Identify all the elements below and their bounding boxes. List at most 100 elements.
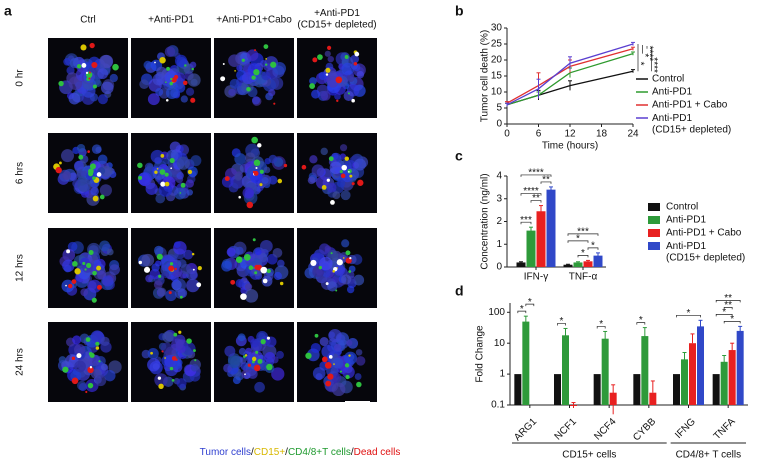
tumor-cell: [77, 178, 91, 192]
bar: [673, 374, 680, 405]
cell-spot: [92, 195, 99, 202]
row-label: 0 hr: [15, 69, 26, 87]
tumor-cell: [327, 55, 334, 63]
tumor-cell: [235, 279, 245, 288]
tumor-cell: [245, 347, 252, 355]
tumor-cell: [340, 274, 352, 285]
cell-spot: [252, 170, 256, 174]
tumor-cell: [150, 149, 165, 164]
cell-spot: [332, 269, 336, 273]
tumor-cell: [186, 189, 194, 196]
cell-spot: [96, 265, 102, 271]
y-tick-label: 0.1: [491, 400, 505, 411]
x-tick-label: IFNG: [673, 416, 698, 441]
cell-spot: [89, 366, 93, 369]
tumor-cell: [171, 279, 182, 291]
sig-label: *: [528, 297, 532, 308]
cell-spot: [348, 270, 352, 273]
bar: [514, 374, 522, 405]
x-tick-label: NCF1: [553, 416, 580, 443]
cell-spot: [82, 261, 86, 266]
micrograph: [48, 228, 128, 308]
cell-spot: [71, 356, 76, 361]
tumor-cell: [165, 86, 179, 100]
cell-spot: [349, 174, 353, 178]
cell-spot: [173, 74, 179, 80]
tumor-cell: [343, 351, 358, 365]
bar: [536, 211, 546, 267]
cell-spot: [138, 175, 143, 180]
cell-spot: [169, 158, 175, 164]
cell-spot: [88, 77, 91, 80]
tumor-cell: [99, 240, 111, 252]
tumor-cell: [320, 147, 328, 156]
cell-spot: [179, 295, 183, 299]
cell-spot: [196, 282, 202, 288]
tumor-cell: [340, 190, 351, 201]
tumor-cell: [242, 187, 254, 199]
cell-spot: [301, 164, 307, 170]
cell-spot: [333, 363, 335, 365]
tumor-cell: [263, 166, 271, 174]
tumor-cell: [232, 376, 241, 385]
tumor-cell: [151, 263, 160, 272]
x-tick-label: NCF4: [592, 416, 619, 443]
cell-spot: [156, 167, 159, 170]
legend-label: Anti-PD1 + Cabo: [666, 228, 742, 239]
tumor-cell: [309, 77, 317, 85]
cell-spot: [234, 70, 236, 72]
cell-spot: [112, 63, 119, 71]
tumor-cell: [155, 88, 164, 97]
panel-label: d: [455, 283, 464, 299]
tumor-cell: [250, 338, 260, 348]
legend-entry: Tumor cells: [200, 447, 251, 458]
micrograph: [131, 228, 211, 308]
cell-spot: [222, 63, 225, 65]
y-tick-label: 0: [496, 119, 502, 130]
cell-spot: [321, 185, 327, 190]
sig-label: *: [634, 62, 645, 66]
tumor-cell: [326, 182, 337, 193]
bar: [736, 330, 744, 405]
cell-spot: [65, 284, 67, 287]
sig-bracket: [517, 310, 527, 314]
column-header: +Anti-PD1: [148, 15, 194, 26]
tumor-cell: [260, 239, 273, 253]
sig-bracket: [596, 326, 606, 329]
cell-spot: [277, 178, 283, 184]
x-tick-label: 12: [564, 129, 576, 140]
tumor-cell: [327, 281, 338, 292]
tumor-cell: [343, 90, 354, 102]
cell-spot: [168, 291, 172, 295]
cell-spot: [339, 170, 343, 174]
cell-spot: [194, 359, 197, 362]
cell-spot: [244, 373, 246, 376]
tumor-cell: [273, 271, 282, 281]
cell-spot: [58, 161, 62, 165]
micrograph: [131, 38, 211, 118]
cell-spot: [88, 71, 91, 74]
cell-spot: [90, 171, 92, 174]
cell-spot: [86, 262, 92, 269]
tumor-cell: [182, 342, 196, 356]
cell-spot: [246, 86, 251, 92]
legend-swatch: [648, 216, 660, 224]
cell-spot: [251, 136, 258, 144]
tumor-cell: [355, 356, 366, 366]
cell-spot: [325, 282, 329, 286]
cell-spot: [192, 268, 195, 271]
cell-spot: [247, 363, 251, 367]
tumor-cell: [171, 338, 184, 351]
tumor-cell: [63, 58, 71, 66]
micrograph: [214, 322, 294, 402]
x-tick-label: ARG1: [512, 416, 539, 443]
sig-bracket: [723, 321, 741, 324]
cell-spot: [230, 279, 236, 285]
cell-spot: [314, 333, 319, 338]
row-label: 12 hrs: [15, 254, 26, 282]
cell-spot: [95, 341, 100, 346]
tumor-cell: [246, 49, 259, 61]
separator: /: [251, 447, 254, 458]
cell-spot: [71, 279, 77, 284]
micrograph: [48, 322, 128, 402]
